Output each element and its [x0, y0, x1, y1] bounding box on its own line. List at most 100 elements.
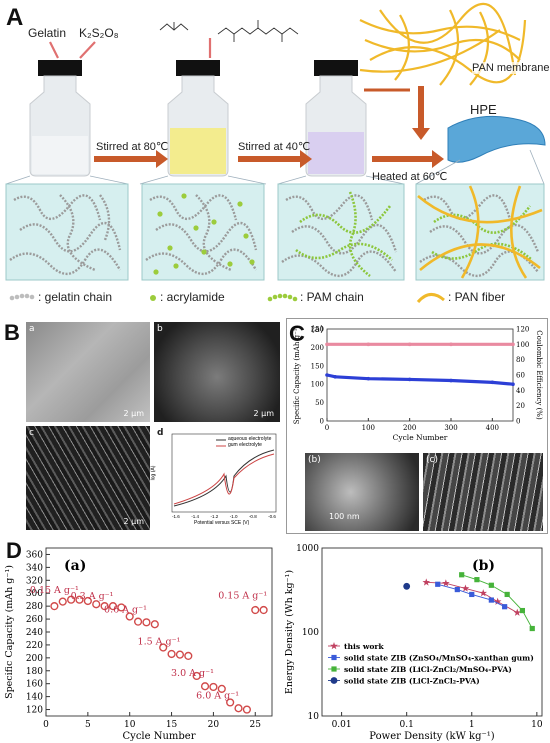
rate-point: [200, 682, 210, 691]
pan-membrane-fibers: [359, 2, 527, 86]
chart-c-point: [325, 373, 329, 377]
tafel-label: d: [157, 428, 164, 438]
ragone-point: [435, 581, 441, 587]
sem-c-scale: 2 μm: [123, 517, 144, 526]
panel-c-sub-c: (c): [426, 455, 438, 465]
rate-ylabel: Specific Capacity (mAh g⁻¹): [4, 565, 15, 699]
chart-c-ytick-left: 0: [320, 418, 324, 426]
pan-membrane-label: PAN membrane: [472, 62, 550, 74]
ragone-series-2: [459, 572, 535, 632]
ragone-series-1: [435, 581, 508, 610]
ragone-xtick: 10: [531, 720, 543, 730]
ragone-legend-entry: this work: [344, 642, 384, 651]
panel-d: D (a) 0 5 10 15 20 25 120 140 160 180 200 220 240 260 2…: [0, 538, 550, 743]
sem-c-label: c: [29, 428, 34, 438]
chart-c-point: [325, 342, 329, 347]
tafel-ylabel: log (A): [150, 465, 157, 481]
ragone-point: [504, 591, 510, 598]
rate-point: [209, 682, 218, 692]
rate-xtick: 10: [124, 720, 136, 730]
ragone-xtick: 0.1: [400, 720, 414, 730]
ragone-point: [502, 604, 508, 610]
sem-image-cb: (b) 100 nm: [305, 453, 419, 531]
rate-point: [58, 597, 67, 606]
chart-c-ytick-left: 250: [311, 326, 324, 334]
legend-pan-label: : PAN fiber: [448, 290, 506, 304]
rate-point: [50, 602, 59, 611]
sem-image-c: c 2 μm: [26, 426, 150, 530]
step-3-label: Heated at 60℃: [372, 171, 448, 183]
legend-acrylamide-glyph: [150, 295, 156, 301]
sem-image-b: b 2 μm: [154, 322, 280, 422]
rate-ytick: 120: [26, 706, 43, 716]
chart-c-ytick-right: 20: [516, 402, 525, 410]
sem-cb-scale: 100 nm: [329, 512, 360, 521]
chart-c-ytick-right: 60: [516, 372, 525, 380]
rate-xtick: 25: [250, 720, 262, 730]
legend-gelatin-glyph: [9, 293, 35, 301]
rate-point: [133, 617, 143, 626]
rate-point: [175, 650, 185, 659]
chart-c-ytick-left: 50: [315, 399, 324, 407]
chart-c-point: [511, 342, 515, 347]
mba-structure: [217, 20, 299, 42]
reagent-arrows: [49, 38, 212, 59]
panel-c-letter: C: [289, 321, 305, 346]
ragone-chart: (b) 0.01 0.1 1 10 10 100 1000 Power Density (kW …: [284, 544, 543, 742]
ragone-point: [461, 584, 470, 592]
initiator-label: K₂S₂O₈: [79, 26, 119, 40]
scheme-box-1: [5, 183, 129, 281]
rate-point: [259, 605, 268, 615]
panel-a-scheme: [5, 2, 546, 304]
ragone-xtick: 1: [469, 720, 475, 730]
tafel-xtick: -1.6: [172, 514, 180, 519]
rate-point: [234, 704, 243, 713]
sem-image-a: a 2 μm: [26, 322, 150, 422]
legend-acrylamide-label: : acrylamide: [160, 290, 225, 304]
ragone-legend-entry: solid state ZIB (ZnSO₄/MnSO₄-xanthan gum…: [344, 654, 534, 663]
rate-point: [184, 651, 193, 661]
chart-c-xtick: 400: [486, 424, 499, 432]
rate-ytick: 280: [26, 602, 43, 612]
chart-c-point: [366, 376, 371, 381]
chart-c-xlabel: Cycle Number: [393, 433, 448, 442]
chart-c-ytick-right: 80: [516, 356, 525, 364]
chart-c-point: [366, 342, 371, 347]
tafel-plot: d aqueous electrolyte gum electrolyte lo…: [150, 426, 280, 530]
bottle-1: [29, 60, 91, 177]
chart-c-point: [333, 375, 338, 379]
panel-c-sub-b: (b): [308, 455, 321, 465]
rate-xtick: 20: [208, 720, 220, 730]
rate-point: [92, 600, 101, 609]
ragone-point: [474, 577, 480, 583]
rate-ytick: 160: [26, 680, 43, 690]
tafel-xtick: -1.4: [191, 514, 199, 519]
ragone-ytick: 100: [302, 628, 319, 638]
chart-c-ytick-right: 100: [516, 341, 529, 349]
ragone-point: [479, 589, 488, 597]
ragone-label: (b): [472, 558, 495, 574]
legend-pam-glyph: [267, 293, 298, 302]
rate-point: [251, 605, 260, 615]
ragone-point: [529, 625, 535, 632]
ragone-point: [403, 582, 411, 590]
funnel-lines: [5, 149, 545, 185]
ragone-legend-entry: solid state ZIB (LiCl-ZnCl₂/MnSO₄-PVA): [344, 665, 512, 674]
ragone-series-3: [403, 582, 411, 590]
ragone-point: [331, 666, 337, 672]
rate-ytick: 180: [26, 667, 43, 677]
chart-c-point: [449, 342, 453, 347]
rate-point: [142, 618, 151, 627]
chart-c-point: [407, 377, 412, 382]
chart-c-series-1: [326, 373, 514, 386]
ragone-legend-entry: solid state ZIB (LiCl-ZnCl₂-PVA): [344, 677, 480, 686]
panel-d-letter: D: [6, 538, 22, 563]
acrylamide-structure: [159, 22, 189, 31]
step-arrows: [94, 86, 444, 168]
ragone-xtick: 0.01: [332, 720, 352, 730]
ragone-point: [330, 642, 338, 650]
chart-c-xtick: 100: [362, 424, 375, 432]
chart-c-xtick: 0: [325, 424, 329, 432]
rate-point: [217, 684, 226, 693]
chart-c-ytick-left: 150: [311, 362, 324, 370]
